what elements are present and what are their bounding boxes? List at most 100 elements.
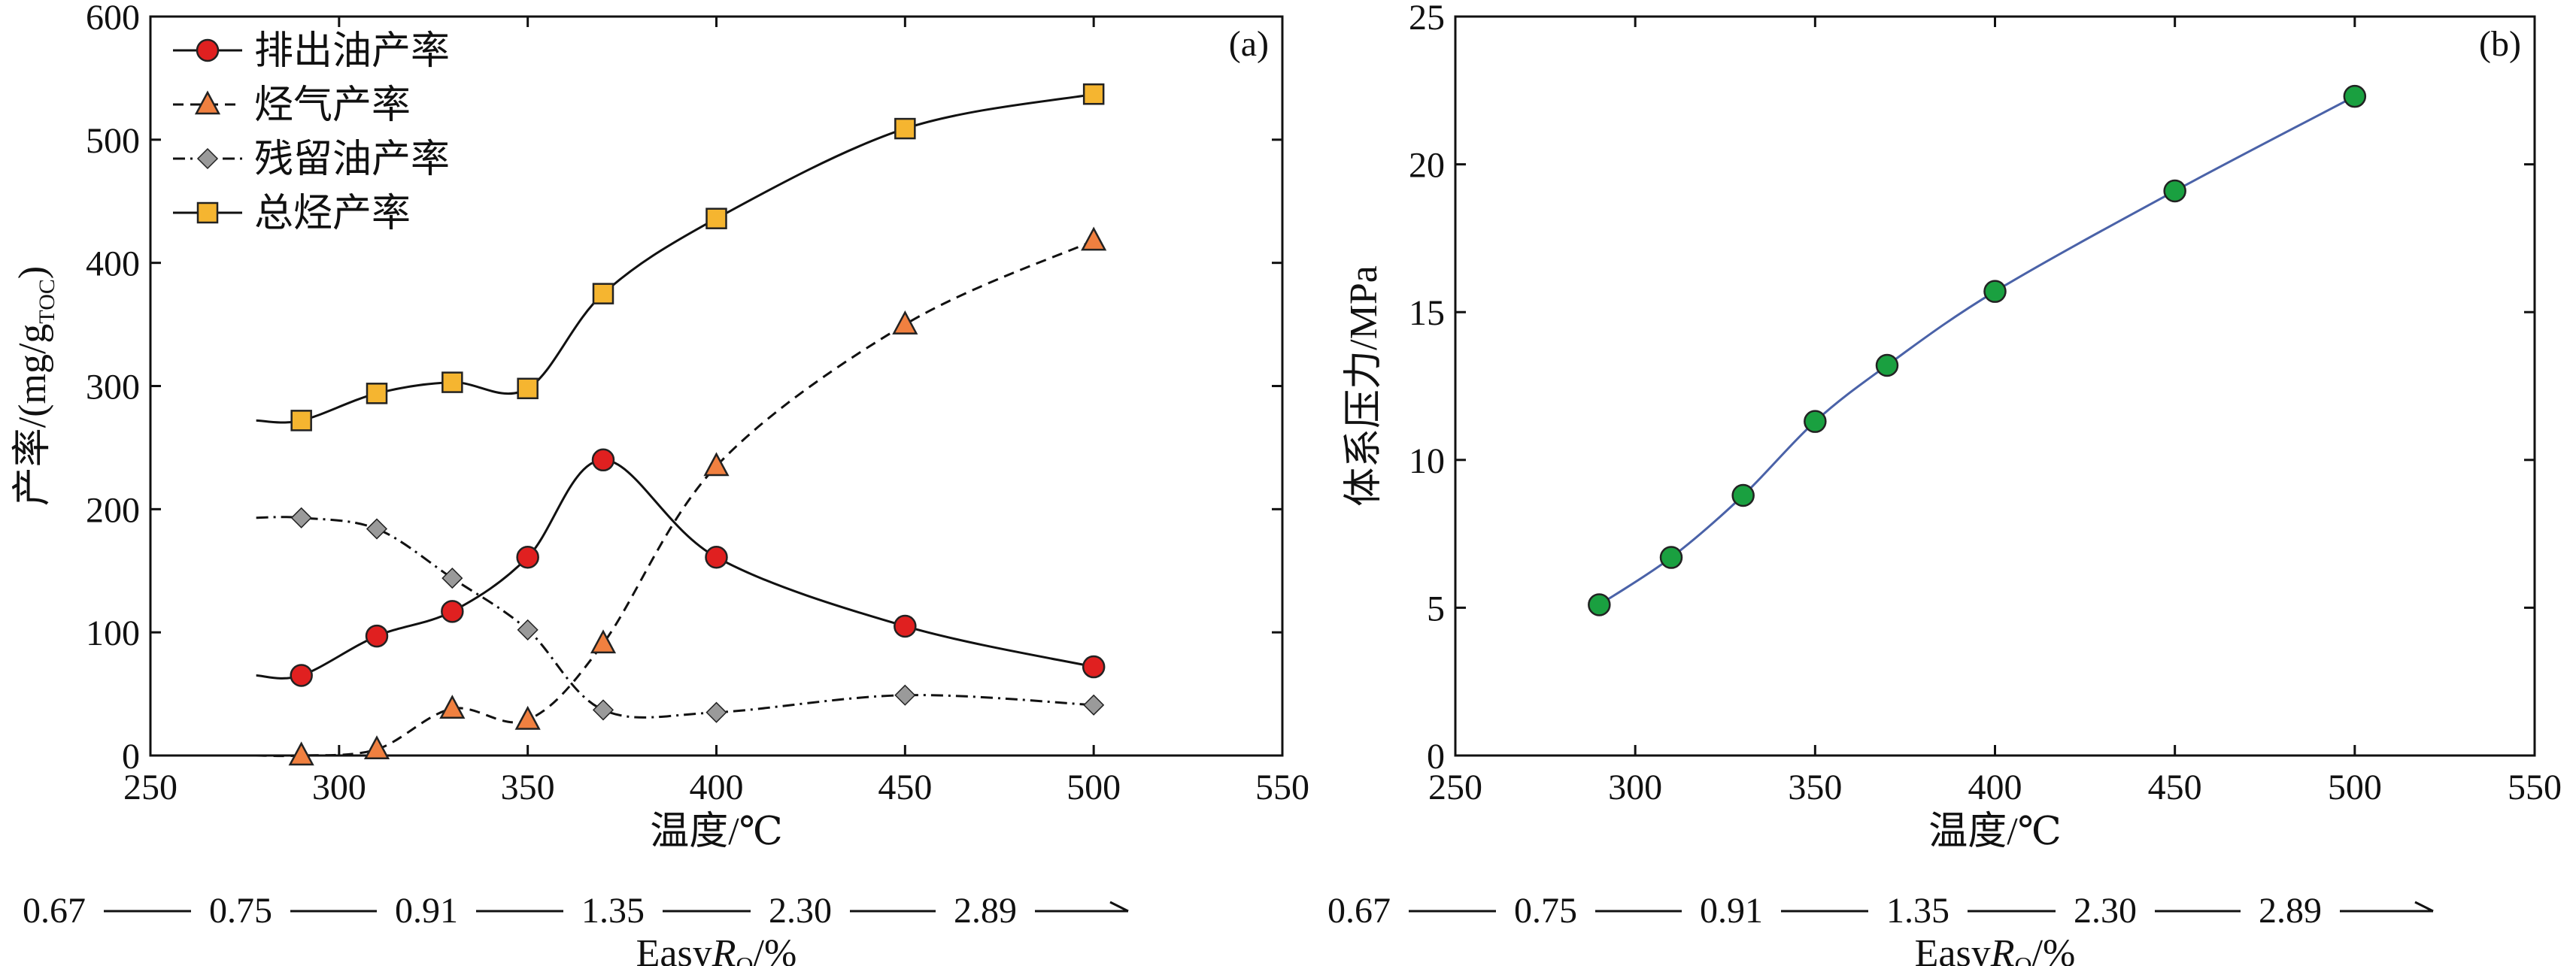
data-point (705, 701, 727, 723)
x-tick-label: 350 (1788, 768, 1842, 807)
data-point (590, 629, 617, 654)
data-point (441, 600, 464, 623)
data-point (705, 207, 727, 229)
data-point (288, 741, 314, 766)
data-point (366, 383, 388, 404)
data-point (1081, 226, 1107, 251)
y-axis-label: 产率/(mg/gTOC) (11, 266, 59, 506)
y-tick-label: 300 (86, 368, 140, 407)
chart-panel-b: 250 300 350 400 450 500 550 0 5 10 15 20 25 (b) 温度/℃ 体系… (1327, 0, 2562, 966)
easyro-value: 0.67 (23, 891, 86, 931)
y-tick-label: 400 (86, 244, 140, 284)
easyro-label-var: R (1990, 932, 2015, 966)
y-axis-label: 体系压力/MPa (1343, 265, 1385, 507)
data-point (290, 410, 312, 432)
easyro-value: 0.75 (209, 891, 272, 931)
panel-label: (b) (2479, 24, 2521, 64)
y-tick-label: 600 (86, 0, 140, 38)
x-tick-label: 400 (1968, 768, 2022, 807)
easyro-value: 2.30 (2074, 891, 2137, 931)
data-point (441, 568, 463, 589)
y-tick-label: 25 (1409, 0, 1445, 38)
easyro-value: 0.91 (395, 891, 458, 931)
y-tick-label: 20 (1409, 146, 1445, 186)
data-point (894, 117, 916, 140)
easyro-label-var: R (712, 932, 736, 966)
data-point (2163, 179, 2186, 203)
easyro-value: 2.89 (2259, 891, 2322, 931)
easyro-label-sub: O (736, 952, 753, 966)
x-tick-label: 400 (690, 768, 744, 807)
x-axis-label: 温度/℃ (650, 810, 783, 853)
easyro-value: 1.35 (581, 891, 645, 931)
data-point (517, 377, 539, 400)
data-point (1082, 83, 1105, 105)
easyro-value: 0.67 (1327, 891, 1391, 931)
x-tick-label: 300 (312, 768, 366, 807)
legend-label: 总烃产率 (254, 192, 411, 235)
easyro-axis-label: EasyRO/% (636, 932, 797, 966)
y-tick-label: 500 (86, 121, 140, 161)
y-tick-label: 0 (1427, 737, 1445, 777)
data-point (1983, 280, 2007, 303)
data-point (592, 699, 614, 721)
data-point (1804, 410, 1827, 433)
data-point (439, 695, 466, 719)
legend-label: 烃气产率 (254, 84, 411, 127)
y-tick-label: 200 (86, 490, 140, 530)
data-point (1875, 353, 1899, 377)
data-point (703, 452, 730, 477)
data-point (366, 518, 388, 540)
x-tick-label: 550 (2508, 768, 2562, 807)
data-point (1731, 483, 1755, 507)
chart-panel-a: 250 300 350 400 450 500 550 0 100 200 300 400 500 600… (11, 0, 1309, 966)
legend-label: 残留油产率 (254, 138, 450, 181)
data-point (1659, 546, 1683, 569)
x-tick-label: 550 (1255, 768, 1309, 807)
x-tick-label: 450 (2148, 768, 2202, 807)
easyro-value: 0.75 (1514, 891, 1577, 931)
data-point (1082, 655, 1106, 679)
y-axis-label-main: 体系压力/MPa (1343, 265, 1385, 507)
legend-marker (196, 38, 220, 62)
easyro-axis-label: EasyRO/% (1915, 932, 2076, 966)
easyro-label-prefix: Easy (1915, 932, 1991, 966)
data-point (517, 619, 539, 640)
x-axis-label: 温度/℃ (1928, 810, 2062, 853)
y-tick-label: 10 (1409, 441, 1445, 481)
series-line (256, 516, 1094, 719)
easyro-value: 0.91 (1700, 891, 1763, 931)
data-point (705, 545, 728, 569)
easyro-label-sub: O (2014, 952, 2031, 966)
easyro-arrowhead (1109, 901, 1129, 913)
x-tick-label: 500 (2328, 768, 2382, 807)
data-point (290, 507, 312, 528)
plot-frame (1454, 15, 2536, 757)
y-tick-label: 0 (122, 737, 140, 777)
data-point (441, 371, 463, 393)
easyro-value: 2.30 (769, 891, 832, 931)
x-tick-label: 250 (1428, 768, 1482, 807)
easyro-arrowhead (2414, 901, 2434, 913)
data-point (1588, 593, 1611, 616)
plot-frame (149, 15, 1284, 757)
y-tick-label: 100 (86, 613, 140, 653)
data-point (592, 283, 614, 304)
legend-marker (196, 201, 219, 224)
easyro-label-suffix: /% (754, 932, 797, 966)
x-tick-label: 300 (1608, 768, 1662, 807)
easyro-value: 1.35 (1886, 891, 1949, 931)
y-axis-label-subscript: TOC (35, 279, 59, 323)
legend-label: 排出油产率 (254, 30, 450, 73)
easyro-value: 2.89 (954, 891, 1017, 931)
panel-label: (a) (1229, 24, 1269, 64)
y-tick-label: 5 (1427, 589, 1445, 628)
data-point (591, 448, 615, 472)
x-tick-label: 450 (878, 768, 932, 807)
x-tick-label: 250 (123, 768, 177, 807)
series-line (1598, 95, 2356, 606)
data-point (365, 624, 389, 648)
data-point (290, 664, 313, 687)
y-axis-label-main: 产率/(mg/g (11, 324, 54, 507)
